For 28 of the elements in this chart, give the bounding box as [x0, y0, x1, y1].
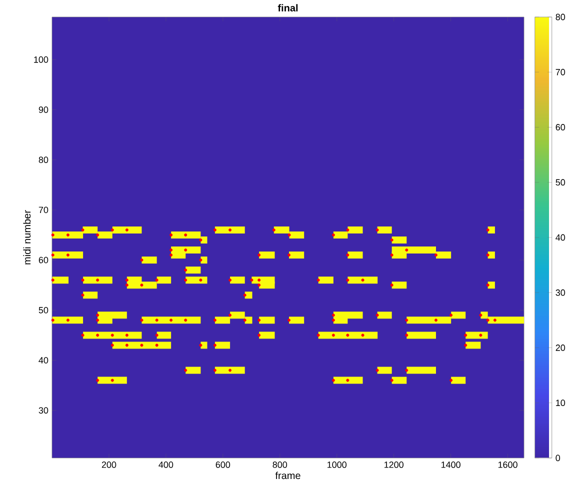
color-bar-label: 50 [556, 179, 566, 186]
x-tick-label: 1600 [498, 462, 518, 468]
color-bar-label: 40 [556, 234, 566, 241]
color-bar-label: 10 [556, 400, 566, 406]
x-tick-label: 1400 [441, 462, 460, 468]
color-bar-label: 80 [556, 14, 566, 20]
color-bar-label: 30 [556, 289, 566, 296]
y-tick-label: 90 [38, 106, 48, 113]
x-tick-label: 800 [272, 462, 288, 468]
x-tick-label: 1200 [384, 462, 404, 468]
x-tick-label: 600 [216, 462, 230, 468]
y-tick-label: 100 [34, 56, 48, 63]
y-tick-label: 40 [38, 357, 48, 364]
color-bar-label: 70 [556, 68, 566, 76]
x-tick-label: 400 [158, 462, 174, 468]
chart-title: final [278, 4, 298, 12]
color-bar-label: 20 [556, 344, 566, 351]
x-tick-label: 200 [102, 462, 116, 468]
color-bar-label: 60 [556, 124, 566, 130]
y-tick-label: 70 [38, 206, 48, 214]
x-axis-title: frame [275, 472, 300, 480]
y-tick-label: 80 [38, 156, 48, 164]
y-axis-title: midi number [23, 210, 31, 264]
color-bar-label: 0 [556, 454, 560, 462]
y-tick-label: 30 [38, 407, 48, 414]
x-tick-label: 1000 [328, 462, 347, 468]
y-tick-label: 50 [38, 306, 48, 314]
y-tick-label: 60 [38, 256, 48, 264]
